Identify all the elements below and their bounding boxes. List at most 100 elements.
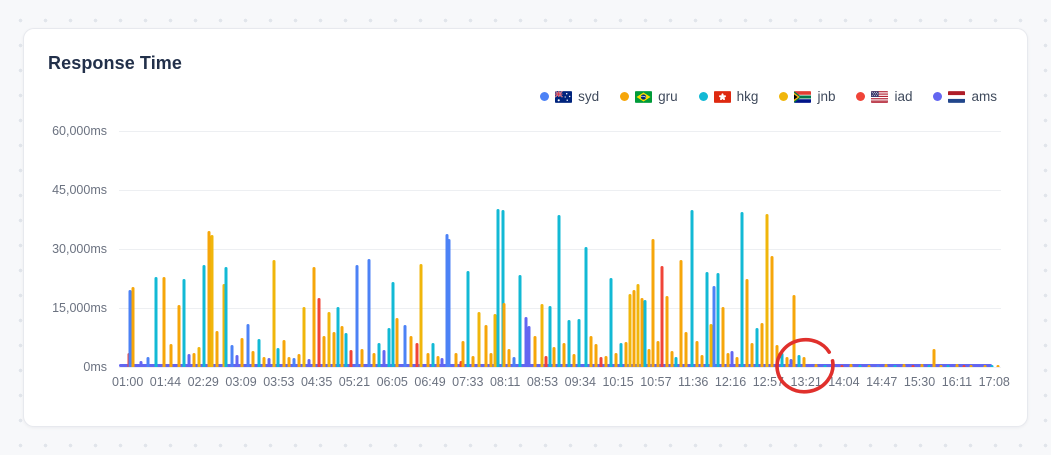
x-axis-tick: 13:21 bbox=[790, 375, 822, 389]
spike-hkg bbox=[643, 300, 647, 367]
legend-item-syd[interactable]: syd bbox=[540, 89, 599, 104]
spike-gru bbox=[436, 356, 440, 367]
spike-gru bbox=[700, 355, 704, 367]
legend-item-gru[interactable]: gru bbox=[620, 89, 678, 104]
y-axis-tick: 15,000ms bbox=[52, 301, 107, 315]
spike-hkg bbox=[344, 332, 348, 367]
spike-gru bbox=[426, 353, 430, 367]
spike-gru bbox=[454, 353, 458, 367]
spike-hkg bbox=[567, 319, 571, 367]
legend-label-iad: iad bbox=[894, 89, 913, 104]
spike-gru bbox=[332, 331, 336, 367]
spike-hkg bbox=[431, 343, 435, 367]
spike-gru bbox=[360, 349, 364, 367]
x-axis-tick: 06:49 bbox=[414, 375, 446, 389]
legend-item-ams[interactable]: ams bbox=[933, 89, 997, 104]
x-axis-tick: 05:21 bbox=[338, 375, 371, 389]
spike-iad bbox=[599, 357, 603, 367]
spike-ams bbox=[976, 364, 980, 367]
spike-iad bbox=[459, 361, 463, 367]
y-axis-tick: 30,000ms bbox=[52, 242, 107, 256]
spike-hkg bbox=[391, 282, 395, 367]
spike-jnb bbox=[709, 323, 713, 367]
spike-hkg bbox=[224, 266, 228, 367]
spike-hkg bbox=[557, 215, 561, 367]
spike-gru bbox=[647, 349, 651, 367]
x-axis-tick: 12:16 bbox=[714, 375, 747, 389]
spike-gru bbox=[867, 364, 871, 367]
spike-syd bbox=[128, 289, 132, 367]
spike-ams bbox=[235, 355, 239, 367]
legend-item-jnb[interactable]: jnb bbox=[779, 89, 835, 104]
spike-gru bbox=[192, 352, 196, 367]
spike-syd bbox=[146, 357, 150, 367]
spike-gru bbox=[215, 330, 219, 367]
legend-dot-hkg bbox=[698, 92, 708, 101]
x-axis-tick: 14:47 bbox=[866, 375, 898, 389]
spike-hkg bbox=[584, 247, 588, 367]
spike-iad bbox=[415, 343, 419, 367]
spike-gru bbox=[695, 341, 699, 367]
baseline-series-ams bbox=[119, 364, 993, 367]
spike-hkg bbox=[496, 208, 500, 367]
spike-syd bbox=[367, 258, 371, 367]
spike-gru bbox=[932, 348, 936, 367]
spike-jnb bbox=[477, 312, 481, 367]
chart-card: Response Time syd gru hkg jnb iad ams 60,000m… bbox=[23, 28, 1028, 427]
x-axis-tick: 12:57 bbox=[752, 375, 784, 389]
spike-jnb bbox=[197, 347, 201, 367]
x-axis-tick: 16:11 bbox=[941, 375, 973, 389]
spike-jnb bbox=[302, 306, 306, 367]
legend-label-jnb: jnb bbox=[817, 89, 836, 104]
spike-gru bbox=[679, 260, 683, 367]
spike-gru bbox=[902, 364, 906, 367]
spike-gru bbox=[814, 364, 818, 367]
spike-iad bbox=[962, 365, 966, 367]
spike-jnb bbox=[628, 294, 632, 367]
flag-nl-icon bbox=[948, 90, 966, 103]
spike-gru bbox=[489, 353, 493, 367]
spike-syd bbox=[445, 234, 449, 367]
spike-ams bbox=[440, 357, 444, 367]
spike-gru bbox=[632, 290, 636, 367]
spike-syd bbox=[876, 365, 880, 367]
plot-area: 60,000ms 45,000ms 30,000ms 15,000ms 0ms bbox=[52, 124, 1001, 394]
spike-ams bbox=[524, 316, 528, 367]
flag-br-icon bbox=[635, 90, 653, 103]
x-axis-tick: 14:04 bbox=[828, 375, 860, 389]
spike-syd bbox=[292, 358, 296, 367]
spike-jnb bbox=[636, 284, 640, 367]
y-axis-tick: 60,000ms bbox=[52, 124, 107, 138]
x-axis-tick: 07:33 bbox=[452, 375, 484, 389]
spike-gru bbox=[614, 352, 618, 367]
spike-gru bbox=[507, 349, 511, 367]
spike-hkg bbox=[690, 210, 694, 367]
x-axis-tick: 08:53 bbox=[526, 375, 559, 389]
legend-dot-syd bbox=[540, 92, 550, 101]
spike-gru bbox=[162, 277, 166, 367]
spike-hkg bbox=[377, 342, 381, 367]
spike-gru bbox=[726, 353, 730, 367]
spike-gru bbox=[552, 347, 556, 367]
legend-item-hkg[interactable]: hkg bbox=[698, 89, 758, 104]
spike-hkg bbox=[858, 365, 862, 367]
spike-ams bbox=[267, 358, 271, 367]
spike-gru bbox=[760, 322, 764, 367]
flag-hk-icon bbox=[713, 90, 731, 103]
x-axis-tick: 09:34 bbox=[564, 375, 596, 389]
spike-gru bbox=[785, 357, 789, 367]
spike-hkg bbox=[501, 209, 505, 367]
x-axis-tick: 10:15 bbox=[602, 375, 634, 389]
spike-gru bbox=[849, 363, 853, 367]
spike-gru bbox=[939, 364, 943, 367]
legend-item-iad[interactable]: iad bbox=[856, 89, 912, 104]
spike-gru bbox=[471, 356, 475, 367]
spike-jnb bbox=[272, 259, 276, 367]
spike-iad bbox=[127, 352, 131, 367]
spike-hkg bbox=[619, 343, 623, 367]
spike-iad bbox=[660, 265, 664, 367]
spike-iad bbox=[349, 350, 353, 367]
spike-gru bbox=[177, 304, 181, 367]
spike-jnb bbox=[540, 304, 544, 367]
legend-dot-ams bbox=[933, 92, 943, 101]
